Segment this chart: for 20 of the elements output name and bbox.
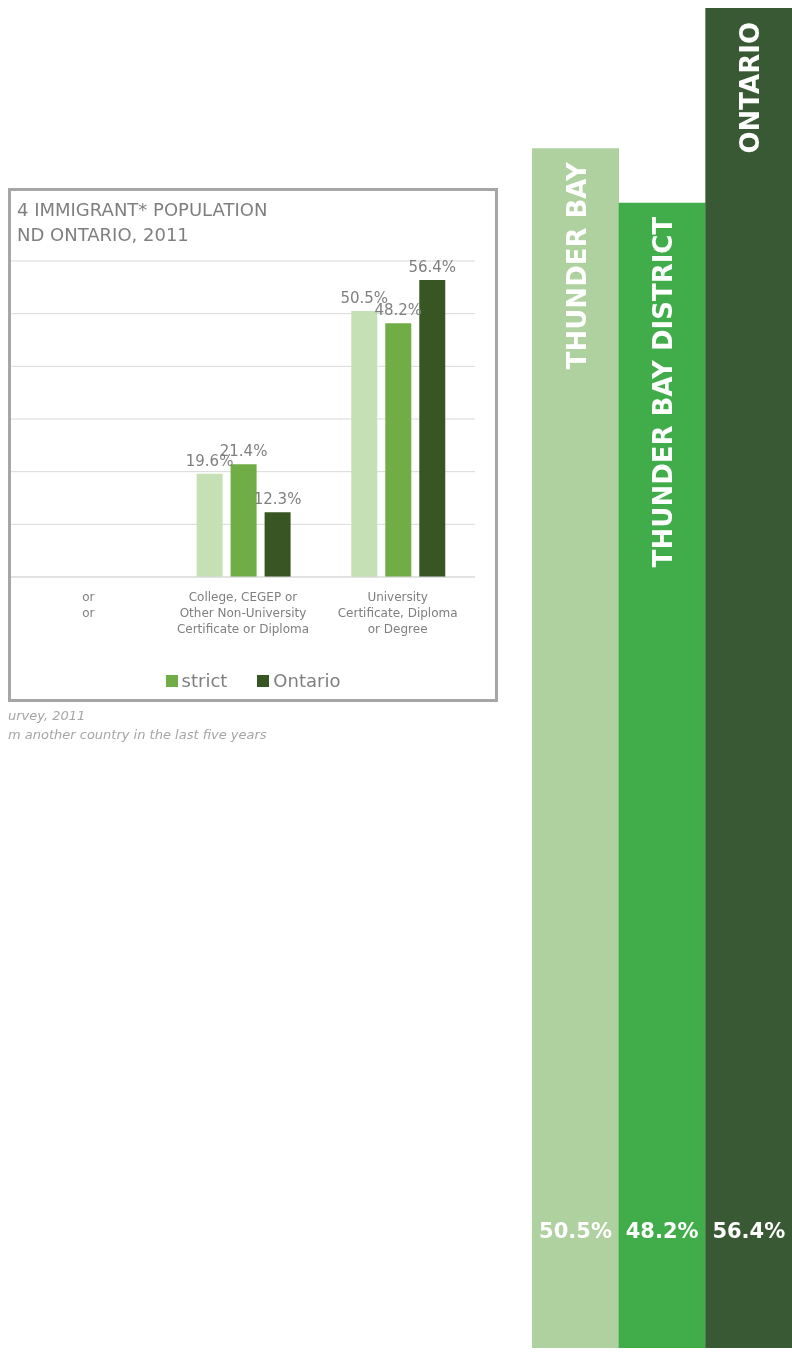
x-tick-label: University Certificate, Diploma or Degree — [337, 590, 458, 636]
bar — [385, 323, 412, 577]
legend-label: Ontario — [272, 670, 341, 691]
bar — [419, 279, 446, 577]
data-label: 56.4% — [712, 1219, 786, 1243]
x-tick-label: ONTARIO — [734, 22, 765, 154]
x-tick-label: College, CEGEP or Other Non-University Certificate or Diploma — [176, 590, 310, 636]
legend-label: strict — [180, 670, 228, 691]
bar — [230, 464, 257, 577]
bar — [264, 512, 291, 577]
data-label: 56.4% — [408, 257, 457, 276]
text: urvey, 2011 — [8, 707, 87, 725]
data-label: 50.5% — [539, 1219, 612, 1243]
x-tick-label: or or — [82, 590, 95, 620]
x-tick-label: THUNDER BAY — [561, 161, 592, 370]
chart-title: 4 IMMIGRANT* POPULATION ND ONTARIO, 2011 — [17, 198, 269, 247]
bar — [196, 473, 223, 577]
x-tick-label: THUNDER BAY DISTRICT — [648, 216, 679, 568]
data-label: 48.2% — [625, 1219, 699, 1243]
text: m another country in the last five years — [8, 726, 268, 744]
